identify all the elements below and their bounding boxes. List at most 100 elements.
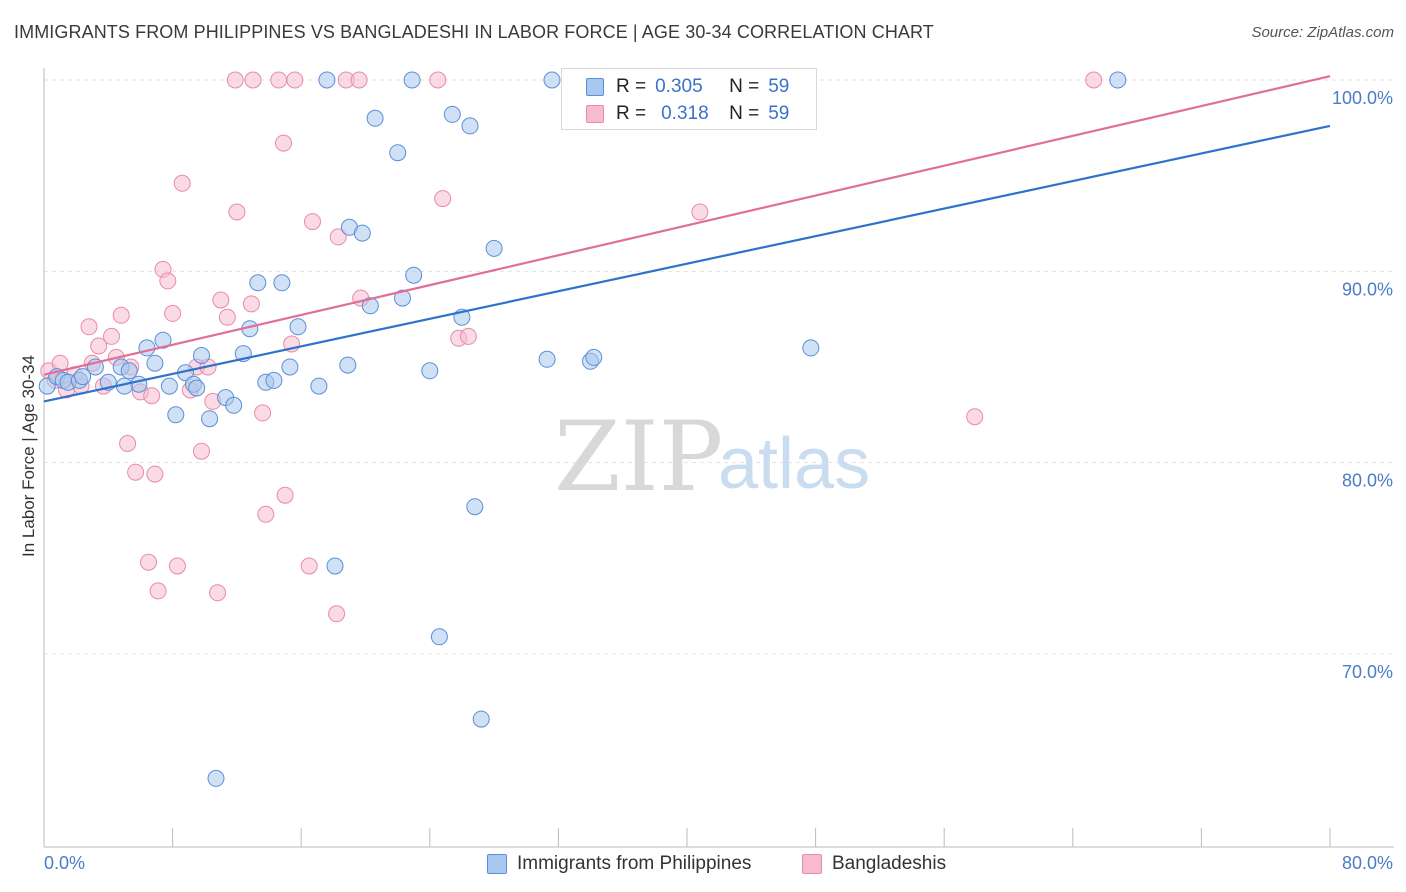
bangladeshis-point — [226, 71, 244, 89]
philippines-point — [193, 347, 210, 364]
bangladeshis-point — [329, 228, 347, 246]
philippines-point — [472, 710, 490, 728]
philippines-point — [154, 331, 172, 349]
philippines-point — [281, 358, 299, 376]
bangladeshis-point — [1085, 71, 1103, 89]
bangladeshis-point — [434, 190, 452, 208]
philippines-point — [318, 71, 336, 89]
bangladeshis-point — [80, 318, 98, 336]
legend-n-value: 59 — [768, 103, 790, 124]
legend-r-value: 0.318 — [661, 103, 709, 124]
bangladeshis-point — [159, 272, 177, 290]
philippines-point — [326, 557, 344, 575]
bangladeshis-point — [257, 505, 275, 523]
bottom-legend-swatch-pink — [802, 854, 822, 874]
bangladeshis-point — [90, 337, 108, 355]
philippines-point — [74, 368, 92, 386]
philippines-point — [421, 362, 439, 380]
philippines-point — [430, 628, 448, 646]
bangladeshis-point — [149, 582, 167, 600]
y-tick-label: 80.0% — [1342, 471, 1393, 491]
bangladeshis-point — [350, 71, 368, 89]
bangladeshis-point — [242, 295, 260, 313]
legend-r-label: R = — [616, 76, 647, 97]
watermark: ZIP atlas — [554, 401, 870, 513]
philippines-point — [443, 105, 461, 123]
philippines-point — [265, 371, 283, 389]
philippines-point — [403, 71, 421, 89]
bangladeshis-point — [275, 134, 292, 152]
bangladeshis-point — [286, 71, 304, 89]
bangladeshis-point — [300, 557, 318, 575]
philippines-point — [339, 356, 357, 374]
philippines-point — [273, 274, 291, 292]
legend-n-label: N = — [729, 76, 760, 97]
tick-labels: 100.0% 90.0% 80.0% 70.0% 0.0% 80.0% — [44, 88, 1393, 873]
philippines-point — [130, 375, 148, 393]
bangladeshis-point — [429, 71, 447, 89]
philippines-point — [160, 377, 178, 395]
philippines-point — [485, 239, 503, 257]
bottom-legend-swatch-blue — [487, 854, 507, 874]
bangladeshis-points — [40, 71, 1103, 623]
bangladeshis-point — [103, 327, 120, 345]
grid-lines — [44, 79, 1394, 655]
philippines-point — [225, 396, 243, 414]
bangladeshis-point — [119, 435, 137, 452]
bottom-legend-label-bangladeshis: Bangladeshis — [832, 853, 947, 874]
y-tick-label: 70.0% — [1342, 662, 1393, 682]
bangladeshis-point — [168, 557, 186, 575]
bottom-legend-label-philippines: Immigrants from Philippines — [517, 853, 752, 874]
philippines-trend-line — [43, 124, 1331, 403]
bangladeshis-point — [244, 71, 262, 89]
philippines-point — [138, 339, 156, 357]
philippines-point — [543, 71, 561, 89]
legend-row-bangladeshis: R = 0.318 N = 59 — [586, 103, 789, 125]
bangladeshis-point — [276, 486, 294, 504]
philippines-point — [146, 354, 164, 372]
bangladeshis-point — [459, 327, 477, 345]
y-tick-label: 100.0% — [1332, 88, 1393, 108]
philippines-point — [389, 144, 407, 162]
legend-n-value: 59 — [768, 76, 790, 97]
bangladeshis-point — [209, 584, 227, 602]
bangladeshis-point — [254, 404, 272, 422]
philippines-point — [461, 117, 479, 135]
legend-row-philippines: R = 0.305 N = 59 — [586, 76, 789, 98]
philippines-point — [207, 769, 225, 787]
axes — [43, 68, 1394, 848]
bangladeshis-point — [328, 605, 346, 623]
bottom-legend-bangladeshis: Bangladeshis — [802, 852, 946, 876]
bangladeshis-point — [966, 408, 984, 426]
philippines-point — [201, 410, 219, 428]
stats-legend: R = 0.305 N = 59 R = 0.318 N = 59 — [561, 68, 817, 130]
bottom-legend-philippines: Immigrants from Philippines — [487, 852, 751, 876]
legend-swatch-pink — [586, 105, 604, 123]
bangladeshis-point — [304, 213, 321, 231]
philippines-point — [585, 348, 603, 366]
bangladeshis-point — [164, 304, 182, 322]
philippines-point — [167, 406, 185, 424]
trend-lines — [43, 75, 1331, 403]
philippines-point — [394, 289, 411, 307]
philippines-point — [353, 224, 371, 242]
philippines-point — [538, 350, 556, 368]
philippines-point — [366, 109, 384, 127]
philippines-point — [188, 379, 206, 397]
philippines-points — [38, 71, 1127, 787]
legend-r-label: R = — [616, 103, 647, 124]
legend-r-value: 0.305 — [655, 76, 703, 97]
philippines-point — [249, 274, 267, 292]
x-tick-label: 0.0% — [44, 853, 85, 873]
chart-source: Source: ZipAtlas.com — [1251, 24, 1394, 41]
bangladeshis-point — [143, 387, 161, 405]
philippines-point — [466, 498, 484, 516]
watermark-zip: ZIP — [554, 401, 723, 513]
bangladeshis-point — [127, 463, 145, 481]
bangladeshis-trend-line — [43, 75, 1331, 376]
bangladeshis-point — [146, 465, 164, 483]
philippines-point — [289, 318, 307, 336]
chart-title: IMMIGRANTS FROM PHILIPPINES VS BANGLADES… — [14, 22, 934, 42]
watermark-atlas: atlas — [718, 424, 870, 504]
